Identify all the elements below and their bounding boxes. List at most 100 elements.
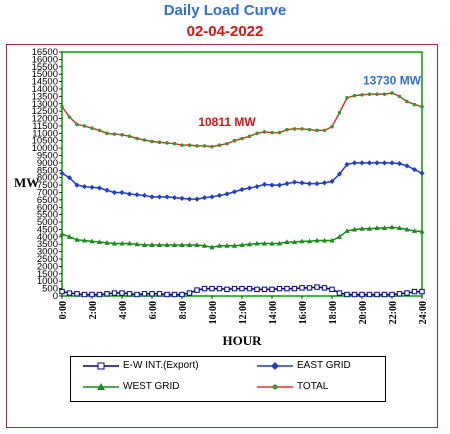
data-point-west xyxy=(156,242,163,247)
data-point-total xyxy=(105,131,109,136)
y-tick-label: 10500 xyxy=(32,136,58,147)
data-point-ew xyxy=(111,290,118,296)
data-point-ew xyxy=(141,291,148,297)
data-point-total xyxy=(157,140,162,145)
data-point-west xyxy=(321,237,328,243)
data-point-total xyxy=(382,92,387,96)
data-point-west xyxy=(201,242,208,248)
data-point-ew xyxy=(359,291,365,298)
data-point-east xyxy=(164,194,170,200)
y-tick-label: 11000 xyxy=(32,128,58,139)
x-tick-label: 12:00 xyxy=(238,301,249,324)
data-point-ew xyxy=(389,291,395,298)
data-point-total xyxy=(397,94,402,99)
data-point-west xyxy=(246,241,253,247)
data-point-east xyxy=(179,195,185,201)
data-point-ew xyxy=(89,291,95,298)
data-point-ew xyxy=(329,286,335,293)
data-point-total xyxy=(195,144,199,148)
data-point-east xyxy=(201,195,208,201)
data-point-ew xyxy=(419,288,425,295)
data-point-ew xyxy=(164,291,170,298)
y-tick-label: 16000 xyxy=(32,54,58,65)
data-point-east xyxy=(254,183,260,190)
data-point-west xyxy=(276,240,283,246)
data-point-total xyxy=(262,130,267,134)
data-point-total xyxy=(390,91,394,95)
data-point-ew xyxy=(396,291,403,297)
data-point-ew xyxy=(171,291,178,298)
data-point-west xyxy=(299,238,305,244)
x-tick-label: 8:00 xyxy=(178,301,189,319)
data-point-ew xyxy=(351,291,358,298)
data-point-total xyxy=(255,131,259,136)
data-point-east xyxy=(299,180,305,186)
data-point-ew xyxy=(261,286,268,293)
y-tick-label: 2500 xyxy=(37,254,58,265)
data-point-total xyxy=(135,136,139,141)
data-point-ew xyxy=(374,291,380,298)
annotation-peak-label: 10811 MW xyxy=(198,115,256,129)
data-point-east xyxy=(224,191,230,197)
data-point-ew xyxy=(81,291,88,298)
data-point-east xyxy=(141,192,148,199)
data-point-ew xyxy=(344,291,350,298)
data-point-west xyxy=(74,237,80,242)
data-point-ew xyxy=(239,285,245,292)
y-tick-label: 12500 xyxy=(32,106,58,117)
data-point-east xyxy=(381,160,388,166)
data-point-east xyxy=(186,196,193,202)
data-point-ew xyxy=(66,290,73,296)
data-point-ew xyxy=(209,285,215,292)
y-tick-label: 10000 xyxy=(32,143,58,154)
data-point-east xyxy=(291,179,298,185)
plot-area xyxy=(61,51,423,297)
data-point-east xyxy=(111,189,118,196)
data-point-east xyxy=(119,189,125,196)
data-point-ew xyxy=(74,291,80,297)
y-tick-label: 8000 xyxy=(37,173,58,184)
data-point-east xyxy=(269,182,275,188)
y-tick-label: 500 xyxy=(42,284,58,295)
data-point-east xyxy=(261,181,268,187)
y-tick-label: 5500 xyxy=(37,210,58,221)
data-point-total xyxy=(60,104,64,109)
data-point-west xyxy=(126,240,133,246)
data-point-west xyxy=(164,242,170,247)
data-point-total xyxy=(142,138,147,142)
data-point-total xyxy=(360,93,364,97)
legend-marker-east xyxy=(257,362,293,370)
data-point-total xyxy=(165,141,169,145)
y-tick-label: 4500 xyxy=(37,224,58,235)
y-tick-label: 9500 xyxy=(37,151,58,162)
data-point-total xyxy=(187,143,192,147)
data-point-east xyxy=(66,175,73,181)
data-point-west xyxy=(171,242,178,247)
data-point-west xyxy=(366,225,373,231)
x-tick-label: 18:00 xyxy=(328,301,339,324)
data-point-total xyxy=(322,128,327,133)
data-point-total xyxy=(315,128,319,133)
y-tick-label: 14500 xyxy=(32,77,58,88)
data-point-west xyxy=(269,240,275,246)
data-point-ew xyxy=(411,288,418,295)
data-point-ew xyxy=(119,290,125,296)
data-point-ew xyxy=(59,288,65,295)
data-point-ew xyxy=(156,291,163,297)
x-tick-label: 10:00 xyxy=(208,301,219,324)
data-point-ew xyxy=(201,285,208,292)
data-point-total xyxy=(225,141,229,146)
data-point-total xyxy=(345,96,349,100)
x-tick-label: 2:00 xyxy=(88,301,99,319)
data-point-west xyxy=(81,237,88,243)
data-point-total xyxy=(150,139,154,144)
data-point-west xyxy=(104,239,110,245)
data-point-total xyxy=(112,132,117,136)
data-point-ew xyxy=(126,291,133,297)
y-tick-label: 2000 xyxy=(37,261,58,272)
y-tick-label: 11500 xyxy=(32,121,58,132)
data-point-east xyxy=(389,160,395,166)
data-point-total xyxy=(210,144,214,149)
data-point-total xyxy=(217,143,222,147)
data-point-west xyxy=(59,231,65,236)
